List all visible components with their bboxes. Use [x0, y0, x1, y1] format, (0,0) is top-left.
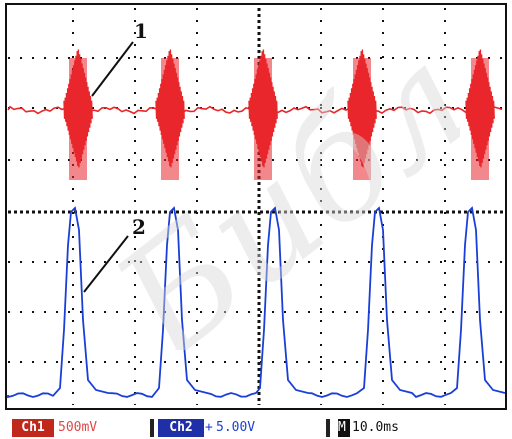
burst-3 [248, 49, 278, 180]
timebase-indicator[interactable]: M [338, 419, 350, 437]
status-separator [326, 419, 330, 437]
ch2-volts-per-div: 5.00V [216, 420, 256, 435]
status-bar: Ch1 500mV Ch2 + 5.00V M 10.0ms [0, 413, 512, 439]
trace-label-1: 1 [134, 19, 148, 43]
ch1-indicator[interactable]: Ch1 [12, 419, 54, 437]
channel-1-bursts [63, 49, 495, 180]
trace-label-2: 2 [132, 215, 146, 239]
ch2-coupling-icon: + [205, 420, 213, 435]
label-2-leader [83, 235, 129, 293]
timebase-value: 10.0ms [352, 420, 399, 435]
label-1-leader [91, 41, 134, 97]
ch1-volts-per-div: 500mV [58, 420, 98, 435]
channel-2-trace [7, 206, 506, 399]
ch2-indicator[interactable]: Ch2 [158, 419, 204, 437]
status-separator [150, 419, 154, 437]
burst-1 [63, 49, 93, 180]
burst-4 [347, 49, 377, 180]
burst-2 [155, 49, 185, 180]
burst-5 [465, 49, 495, 180]
